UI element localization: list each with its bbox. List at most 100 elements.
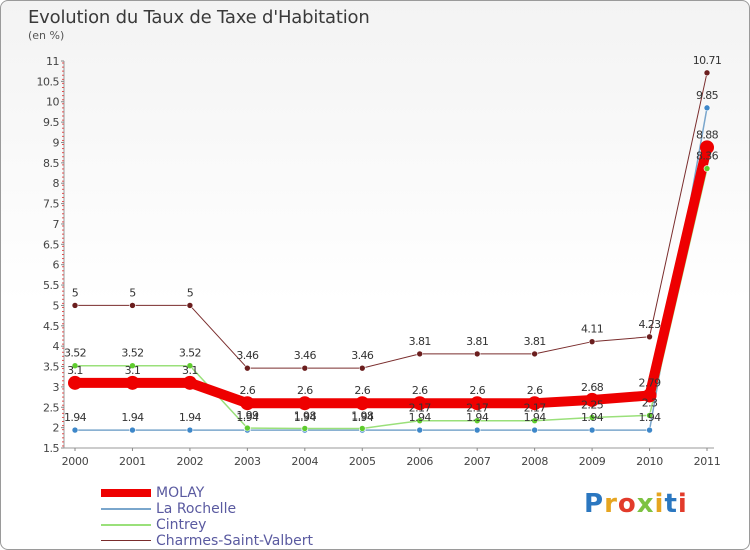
point-la-rochelle <box>646 426 653 434</box>
series-line-la-rochelle <box>74 107 708 431</box>
proxiti-logo: Proxiti <box>584 489 688 519</box>
legend-swatch-cintrey <box>101 524 151 526</box>
data-label-cintrey: 3.52 <box>179 347 201 360</box>
point-charmes-saint-valbert <box>186 302 194 309</box>
legend-swatch-molay <box>101 489 151 497</box>
y-tick-label: 9 <box>53 136 60 149</box>
logo-letter: t <box>664 489 678 519</box>
data-label-la-rochelle: 1.94 <box>294 411 317 424</box>
y-tick-label: 5.5 <box>43 279 59 292</box>
y-tick-label: 10.5 <box>37 75 60 88</box>
data-label-cintrey: 3.52 <box>121 347 143 360</box>
data-label-charmes-saint-valbert: 3.81 <box>524 335 546 348</box>
point-cintrey <box>416 417 424 425</box>
point-la-rochelle <box>588 426 596 434</box>
axes: 1.5 2 2.5 3 3.5 4 4.5 5 5.5 6 6.5 7 7.5 8 8.5 9 9.5 10 10.… <box>37 55 721 468</box>
data-label-cintrey: 1.99 <box>236 409 259 422</box>
logo-letter: o <box>617 489 637 519</box>
legend-swatch-charmes-saint-valbert <box>101 540 151 541</box>
point-cintrey <box>358 425 366 432</box>
legend-label-charmes-saint-valbert: Charmes-Saint-Valbert <box>156 533 313 549</box>
y-tick-label: 3 <box>53 381 60 394</box>
point-molay <box>182 375 197 390</box>
y-tick-label: 9.5 <box>43 116 59 129</box>
y-tick-label: 6 <box>53 259 60 272</box>
series-line-molay <box>70 142 712 409</box>
data-label-charmes-saint-valbert: 3.46 <box>236 349 259 362</box>
point-cintrey <box>301 425 309 432</box>
x-tick-label: 2011 <box>694 455 721 468</box>
data-label-molay: 2.6 <box>412 384 428 397</box>
point-cintrey <box>473 417 481 425</box>
y-tick-label: 2 <box>53 422 60 435</box>
data-label-molay: 2.6 <box>240 384 256 397</box>
x-tick-label: 2006 <box>406 455 433 468</box>
legend-label-cintrey: Cintrey <box>156 517 207 533</box>
y-tick-label: 10 <box>46 96 59 109</box>
logo-letter: i <box>677 489 688 519</box>
data-label-cintrey: 2.17 <box>466 402 489 415</box>
point-cintrey <box>703 165 711 172</box>
logo-letter: r <box>604 489 618 519</box>
series-line-cintrey <box>74 167 708 430</box>
legend-label-la-rochelle: La Rochelle <box>156 501 237 517</box>
data-label-charmes-saint-valbert: 3.81 <box>409 335 431 348</box>
data-label-molay: 2.79 <box>638 376 661 389</box>
x-tick-label: 2008 <box>521 455 548 468</box>
point-charmes-saint-valbert <box>244 364 251 372</box>
data-label-la-rochelle: 1.94 <box>581 411 604 424</box>
point-charmes-saint-valbert <box>588 338 596 345</box>
x-tick-label: 2005 <box>349 455 376 468</box>
point-molay <box>642 388 657 403</box>
x-tick-label: 2010 <box>636 455 663 468</box>
data-label-molay: 2.68 <box>581 381 604 394</box>
y-tick-label: 5 <box>53 299 60 312</box>
data-label-charmes-saint-valbert: 3.46 <box>351 349 374 362</box>
point-la-rochelle <box>129 426 136 434</box>
logo-letter: i <box>654 489 665 519</box>
y-tick-label: 11 <box>46 55 59 68</box>
data-label-molay: 2.6 <box>354 384 370 397</box>
data-label-charmes-saint-valbert: 5 <box>187 286 194 299</box>
point-molay <box>527 396 542 411</box>
data-label-charmes-saint-valbert: 10.71 <box>693 54 722 67</box>
data-label-molay: 3.1 <box>125 364 141 377</box>
data-label-la-rochelle: 1.94 <box>179 411 202 424</box>
data-label-la-rochelle: 1.94 <box>121 411 144 424</box>
point-charmes-saint-valbert <box>531 350 538 358</box>
data-label-charmes-saint-valbert: 4.11 <box>581 323 603 336</box>
point-charmes-saint-valbert <box>703 69 711 77</box>
x-tick-label: 2002 <box>177 455 204 468</box>
series-line-charmes-saint-valbert <box>74 72 708 369</box>
y-tick-label: 1.5 <box>43 442 59 455</box>
point-molay <box>125 375 140 390</box>
legend-label-molay: MOLAY <box>156 485 205 501</box>
x-tick-label: 2009 <box>579 455 606 468</box>
x-tick-label: 2003 <box>234 455 261 468</box>
point-molay <box>585 392 600 407</box>
data-label-cintrey: 2.17 <box>409 402 432 415</box>
data-label-la-rochelle: 1.94 <box>409 411 432 424</box>
y-tick-label: 7 <box>53 218 60 231</box>
y-tick-label: 2.5 <box>43 401 59 414</box>
point-la-rochelle <box>71 426 79 434</box>
data-label-cintrey: 2.17 <box>524 402 547 415</box>
point-molay <box>297 396 312 411</box>
data-label-charmes-saint-valbert: 4.23 <box>638 318 661 331</box>
point-molay <box>240 396 255 411</box>
data-label-la-rochelle: 1.94 <box>466 411 489 424</box>
y-tick-label: 8 <box>53 177 60 190</box>
data-label-la-rochelle: 1.94 <box>236 411 259 424</box>
series-lines <box>70 72 712 431</box>
data-label-cintrey: 3.52 <box>64 347 86 360</box>
y-tick-label: 4.5 <box>43 320 59 333</box>
point-charmes-saint-valbert <box>416 350 424 358</box>
point-charmes-saint-valbert <box>71 302 79 309</box>
point-la-rochelle <box>416 426 424 434</box>
data-label-charmes-saint-valbert: 5 <box>72 286 79 299</box>
point-cintrey <box>646 412 653 419</box>
point-charmes-saint-valbert <box>646 333 653 341</box>
point-cintrey <box>531 417 538 425</box>
